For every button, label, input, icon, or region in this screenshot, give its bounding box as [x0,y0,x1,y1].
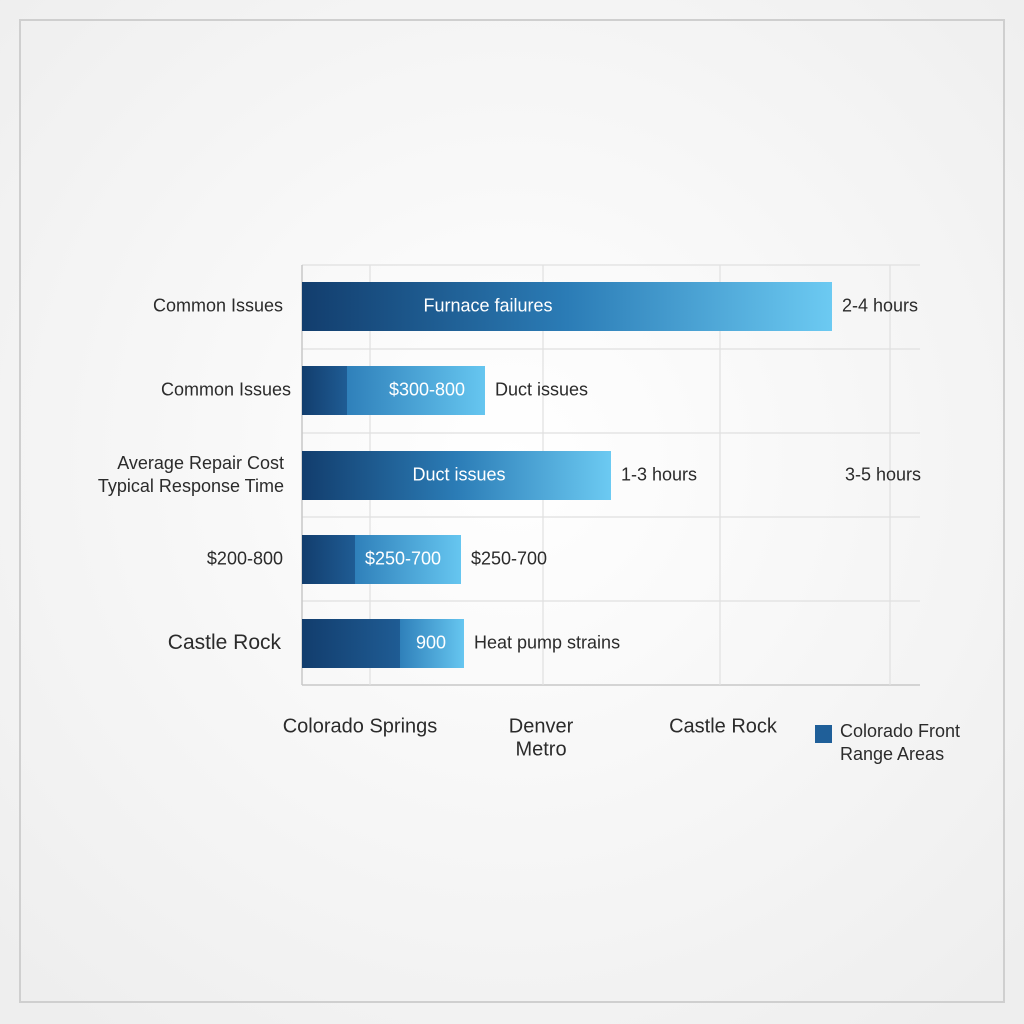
x-label: Denver [509,715,574,737]
right-text: 3-5 hours [845,464,921,484]
legend-text: Colorado Front [840,721,960,741]
row-label: Typical Response Time [98,476,284,496]
legend-swatch [815,725,832,743]
after-text: Heat pump strains [474,632,620,652]
row-label: Castle Rock [168,631,282,654]
row-label: Common Issues [153,295,283,315]
row-label: $200-800 [207,548,283,568]
bar [302,282,832,331]
bar-segment [302,619,400,668]
x-label: Metro [515,738,566,760]
after-text: Duct issues [495,379,588,399]
bar-segment [347,366,485,415]
after-text: 1-3 hours [621,464,697,484]
bar-segment [400,619,464,668]
frame [19,19,1005,1003]
row-label: Common Issues [161,379,291,399]
bar-text: Furnace failures [423,295,552,315]
bar-text: Duct issues [412,464,505,484]
bar-text: $250-700 [365,548,441,568]
bar [302,451,611,500]
legend-text: Range Areas [840,744,944,764]
after-text: 2-4 hours [842,295,918,315]
grid [301,264,920,686]
bar-segment [302,535,355,584]
row-label: Average Repair Cost [117,453,284,473]
bar-text: $300-800 [389,379,465,399]
bar-text: 900 [416,632,446,652]
after-text: $250-700 [471,548,547,568]
x-label: Colorado Springs [283,715,438,737]
x-label: Castle Rock [669,715,778,737]
bar-segment [355,535,461,584]
bar-segment [302,366,347,415]
